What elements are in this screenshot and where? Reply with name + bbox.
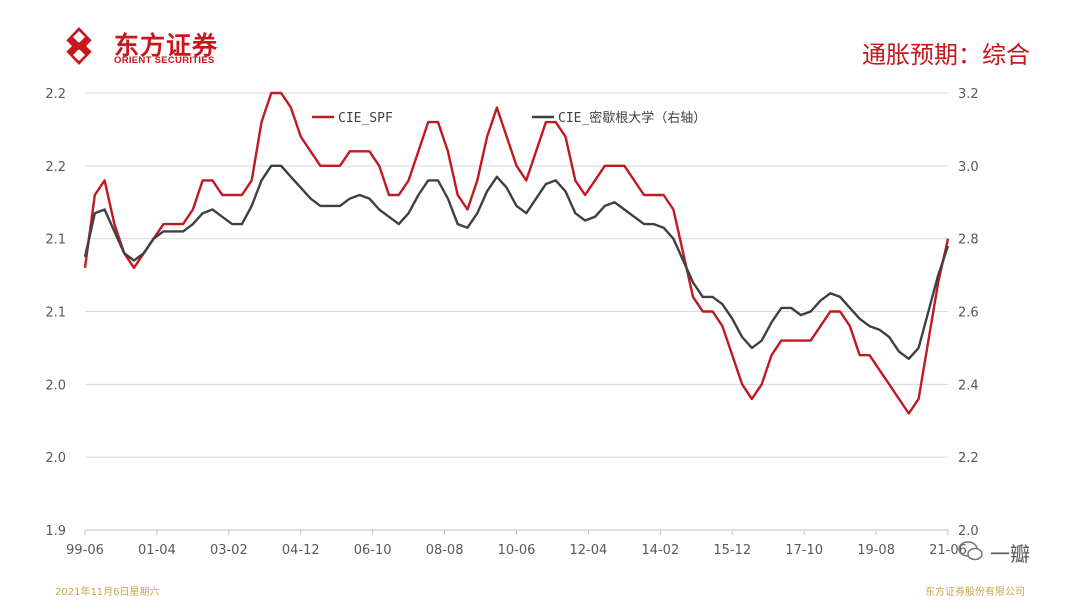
legend-label: CIE_密歇根大学（右轴） (558, 110, 706, 126)
x-tick-label: 06-10 (354, 543, 392, 558)
chart-axes: 1.9 2.0 2.0 2.2 2.0 2.4 2.1 2.6 2.1 2.8 2.2 3.0 2.2 3… (45, 87, 978, 558)
logo-diamond-icon (60, 27, 98, 65)
right-y-tick-label: 2.8 (958, 233, 979, 248)
brand-logo: 东方证券 ORIENT SECURITIES (52, 26, 252, 66)
right-y-tick-label: 2.0 (958, 524, 979, 539)
legend-label: CIE_SPF (338, 111, 393, 126)
series-line-michigan (83, 164, 950, 360)
left-y-tick-label: 2.0 (45, 451, 66, 466)
x-tick-label: 99-06 (66, 543, 104, 558)
left-y-tick-label: 1.9 (45, 524, 66, 539)
left-y-tick-label: 2.1 (45, 306, 66, 321)
x-tick-label: 14-02 (641, 543, 679, 558)
x-tick-label: 01-04 (138, 543, 176, 558)
series-line-spf (83, 91, 950, 415)
right-y-tick-label: 2.2 (958, 451, 979, 466)
left-y-tick-label: 2.1 (45, 233, 66, 248)
x-tick-label: 19-08 (857, 543, 895, 558)
chart-grid (85, 92, 948, 458)
right-y-tick-label: 3.0 (958, 160, 979, 175)
x-tick-label: 17-10 (785, 543, 823, 558)
right-y-tick-label: 2.6 (958, 306, 979, 321)
watermark: 一瓣 (958, 536, 1068, 568)
footer-date: 2021年11月6日星期六 (55, 587, 160, 598)
wechat-icon (958, 541, 983, 561)
page-title: 通胀预期：综合 (862, 41, 1030, 69)
x-tick-label: 04-12 (282, 543, 320, 558)
right-y-tick-label: 3.2 (958, 87, 979, 102)
footer-company: 东方证券股份有限公司 (925, 587, 1025, 598)
chart-legend: CIE_SPF CIE_密歇根大学（右轴） (312, 110, 706, 126)
left-y-tick-label: 2.2 (45, 87, 66, 102)
right-y-tick-label: 2.4 (958, 378, 979, 393)
x-tick-label: 03-02 (210, 543, 248, 558)
x-tick-label: 21-06 (929, 543, 967, 558)
x-tick-label: 12-04 (570, 543, 608, 558)
left-y-tick-label: 2.2 (45, 160, 66, 175)
logo-en-text: ORIENT SECURITIES (114, 55, 215, 66)
logo-cn-text: 东方证券 (114, 31, 219, 60)
x-tick-label: 15-12 (713, 543, 751, 558)
x-tick-label: 08-08 (426, 543, 464, 558)
left-y-tick-label: 2.0 (45, 378, 66, 393)
watermark-text: 一瓣 (990, 542, 1030, 566)
chart-series (83, 91, 950, 415)
x-tick-label: 10-06 (498, 543, 536, 558)
